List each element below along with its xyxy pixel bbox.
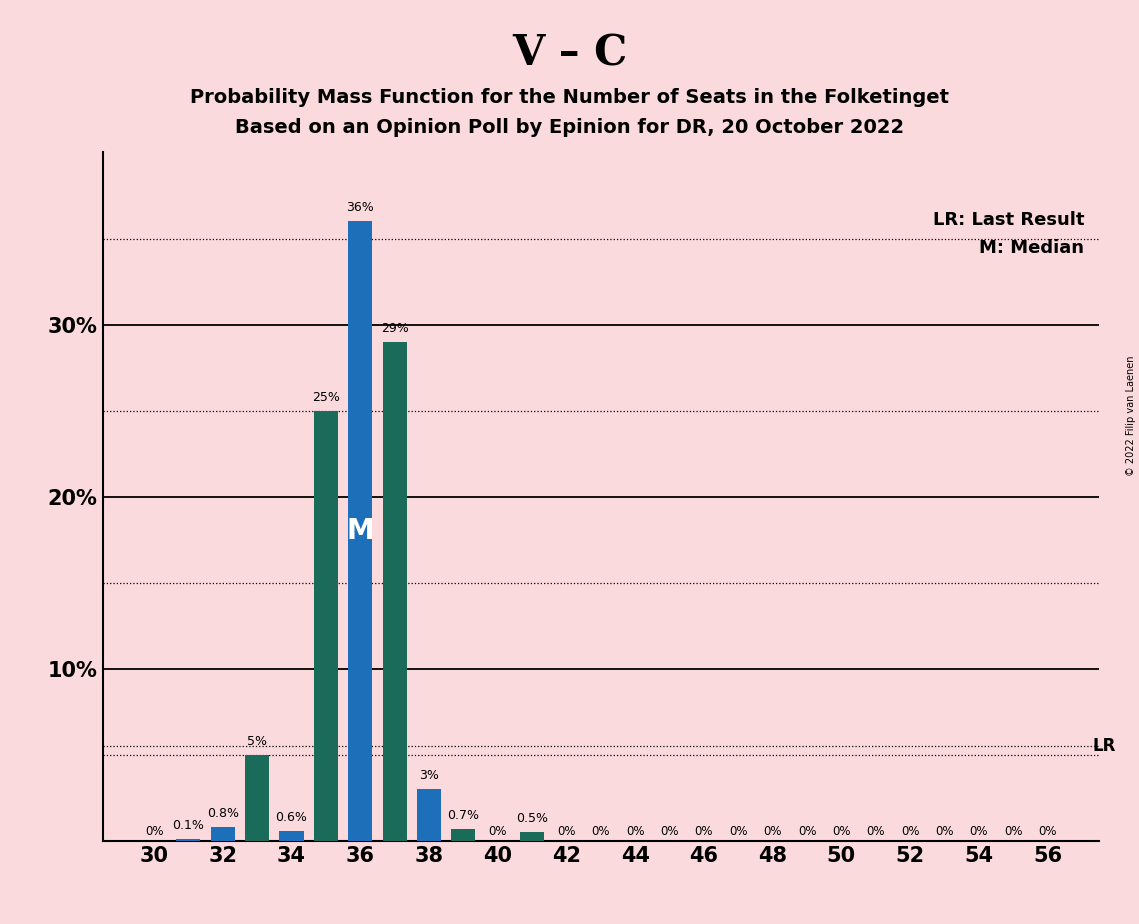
Text: 5%: 5%: [247, 735, 268, 748]
Text: 0%: 0%: [591, 825, 611, 838]
Text: 0%: 0%: [661, 825, 679, 838]
Bar: [417, 789, 441, 841]
Text: 0%: 0%: [901, 825, 919, 838]
Text: 0%: 0%: [763, 825, 781, 838]
Bar: [314, 410, 338, 841]
Text: 29%: 29%: [380, 322, 409, 334]
Bar: [177, 839, 200, 841]
Text: Based on an Opinion Poll by Epinion for DR, 20 October 2022: Based on an Opinion Poll by Epinion for …: [235, 118, 904, 138]
Text: 0.6%: 0.6%: [276, 810, 308, 823]
Bar: [383, 342, 407, 841]
Text: 0%: 0%: [489, 825, 507, 838]
Text: © 2022 Filip van Laenen: © 2022 Filip van Laenen: [1126, 356, 1136, 476]
Bar: [349, 222, 372, 841]
Bar: [451, 829, 475, 841]
Bar: [211, 827, 235, 841]
Text: LR: LR: [1092, 737, 1115, 755]
Text: 0%: 0%: [969, 825, 989, 838]
Text: V – C: V – C: [511, 32, 628, 74]
Text: 25%: 25%: [312, 391, 339, 404]
Text: Probability Mass Function for the Number of Seats in the Folketinget: Probability Mass Function for the Number…: [190, 88, 949, 107]
Text: M: Median: M: Median: [980, 238, 1084, 257]
Text: 0%: 0%: [145, 825, 163, 838]
Text: 3%: 3%: [419, 770, 439, 783]
Text: M: M: [346, 517, 374, 545]
Text: 0%: 0%: [1039, 825, 1057, 838]
Text: 0%: 0%: [797, 825, 817, 838]
Bar: [245, 755, 269, 841]
Text: LR: Last Result: LR: Last Result: [933, 211, 1084, 229]
Text: 0%: 0%: [626, 825, 645, 838]
Text: 0%: 0%: [557, 825, 575, 838]
Text: 0.5%: 0.5%: [516, 812, 548, 825]
Text: 0.7%: 0.7%: [448, 808, 480, 822]
Text: 0%: 0%: [695, 825, 713, 838]
Text: 36%: 36%: [346, 201, 374, 214]
Text: 0%: 0%: [935, 825, 953, 838]
Text: 0%: 0%: [1003, 825, 1023, 838]
Text: 0.1%: 0.1%: [172, 820, 204, 833]
Text: 0.8%: 0.8%: [207, 808, 239, 821]
Text: 0%: 0%: [867, 825, 885, 838]
Text: 0%: 0%: [833, 825, 851, 838]
Bar: [521, 833, 544, 841]
Bar: [279, 831, 304, 841]
Text: 0%: 0%: [729, 825, 747, 838]
